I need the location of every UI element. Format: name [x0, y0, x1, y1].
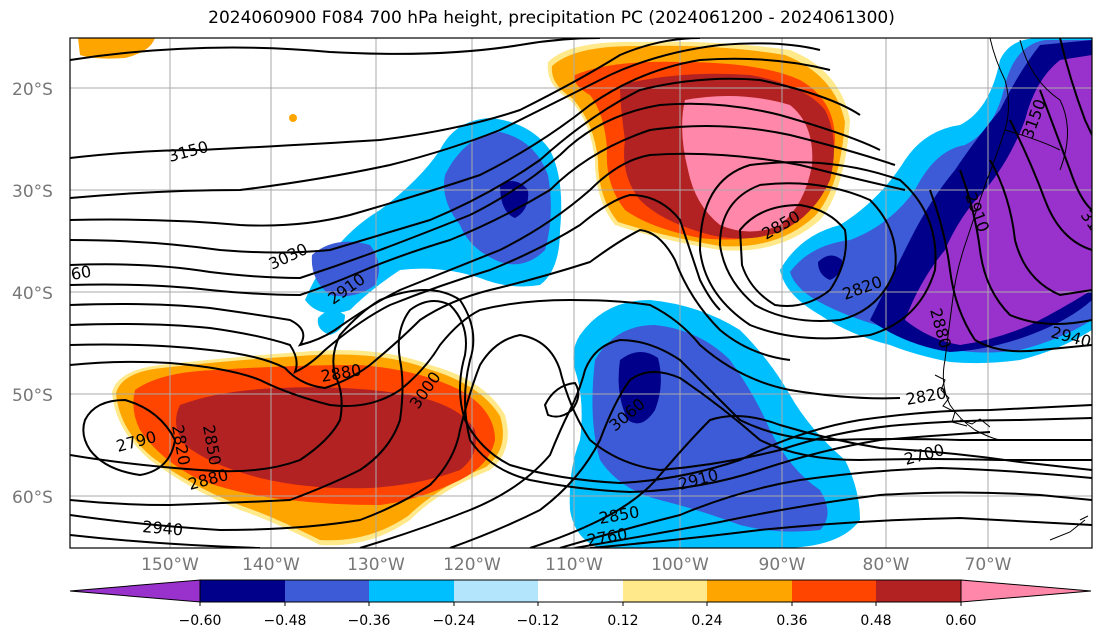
- colorbar-label: −0.36: [348, 613, 391, 629]
- lon-tick-label: 150°W: [141, 555, 199, 575]
- contour-line: [70, 193, 721, 374]
- colorbar-label: 0.12: [607, 613, 638, 629]
- colorbar-bin: [538, 580, 623, 602]
- pos-fill-northwest-corner: [78, 38, 155, 59]
- lon-tick-label: 80°W: [863, 555, 910, 575]
- contour-line: [1059, 38, 1092, 136]
- pos-fill-north-center-pink: [682, 96, 813, 232]
- lon-tick-label: 130°W: [347, 555, 405, 575]
- colorbar-label: 0.60: [945, 613, 976, 629]
- map-area: 3150 3030 2910 2880 3000 2820 2850 2790 …: [69, 38, 1092, 550]
- lon-tick-label: 110°W: [545, 555, 603, 575]
- contour-line: [70, 38, 601, 61]
- contour-line: [70, 77, 861, 254]
- pos-fill-speck: [289, 114, 297, 122]
- lon-tick-label: 140°W: [242, 555, 300, 575]
- lat-tick-label: 30°S: [12, 182, 53, 202]
- contour-label: 60: [69, 262, 92, 284]
- colorbar-bin: [285, 580, 369, 602]
- contour-line: [70, 42, 821, 199]
- lon-tick-label: 100°W: [651, 555, 709, 575]
- colorbar-under-arrow: [69, 579, 201, 603]
- contour-line: [70, 102, 881, 280]
- neg-fill-east-purple: [905, 55, 1092, 345]
- neg-fill-central-band-blue2: [311, 241, 379, 297]
- contour-line: [70, 57, 831, 227]
- colorbar-ticks: [199, 602, 962, 606]
- lon-tick-label: 90°W: [759, 555, 806, 575]
- colorbar-label: −0.24: [433, 613, 476, 629]
- contour-line: [449, 371, 1092, 548]
- colorbar-bin: [200, 580, 285, 602]
- contour-line: [70, 152, 906, 347]
- latitude-axis: 20°S 30°S 40°S 50°S 60°S: [12, 80, 53, 508]
- contour-line: [574, 491, 1092, 548]
- contour-line: [718, 182, 897, 322]
- colorbar-over-arrow: [960, 579, 1092, 603]
- lat-tick-label: 50°S: [12, 386, 53, 406]
- map-frame: [69, 37, 1093, 549]
- colorbar-bin: [707, 580, 792, 602]
- colorbar-label: −0.48: [264, 613, 307, 629]
- coastline-south-america: [942, 38, 1009, 441]
- colorbar-label: 0.36: [776, 613, 807, 629]
- colorbar-frame: [199, 579, 962, 603]
- contour-line: [70, 333, 1092, 532]
- contour-line: [543, 381, 580, 418]
- colorbar-bin: [792, 580, 876, 602]
- lat-tick-label: 40°S: [12, 284, 53, 304]
- contour-line: [698, 161, 937, 340]
- contour-line: [70, 38, 701, 159]
- contour-line: [70, 125, 896, 297]
- contour-label: 2760: [585, 524, 628, 550]
- contour-line: [70, 228, 791, 390]
- lat-tick-label: 60°S: [12, 488, 53, 508]
- height-contours: [70, 38, 1092, 548]
- contour-line: [82, 398, 177, 477]
- colorbar-label: 0.48: [860, 613, 891, 629]
- contour-line: [70, 338, 1092, 548]
- colorbar-bin: [876, 580, 961, 602]
- contour-line: [559, 466, 1092, 548]
- colorbar: −0.60 −0.48 −0.36 −0.24 −0.12 0.12 0.24 …: [69, 579, 1092, 629]
- coastline-interior-borders: [1004, 39, 1068, 171]
- contour-line: [70, 289, 991, 494]
- colorbar-label: −0.60: [179, 613, 222, 629]
- contour-line: [959, 169, 1092, 325]
- contour-label: 2940: [142, 517, 184, 539]
- lat-tick-label: 20°S: [12, 80, 53, 100]
- contour-line: [70, 298, 901, 407]
- contour-line: [529, 415, 1092, 548]
- contour-line: [1009, 119, 1092, 251]
- map-title: 2024060900 F084 700 hPa height, precipit…: [208, 8, 895, 28]
- contour-line: [1039, 89, 1092, 211]
- colorbar-bin: [623, 580, 707, 602]
- colorbar-label: −0.12: [517, 613, 560, 629]
- neg-fill-south-center-navy: [618, 351, 661, 424]
- lon-tick-label: 120°W: [443, 555, 501, 575]
- longitude-axis: 150°W 140°W 130°W 120°W 110°W 100°W 90°W…: [141, 555, 1012, 575]
- colorbar-bin: [369, 580, 454, 602]
- colorbar-label: 0.24: [691, 613, 722, 629]
- contour-line: [929, 189, 1092, 353]
- positive-anomaly-fills: [78, 38, 850, 546]
- lon-tick-label: 70°W: [965, 555, 1012, 575]
- neg-fill-east-navy-patch: [818, 255, 842, 280]
- colorbar-bin: [454, 580, 538, 602]
- contour-line: [738, 203, 847, 307]
- contour-line: [989, 159, 1092, 297]
- contour-line: [589, 516, 1092, 548]
